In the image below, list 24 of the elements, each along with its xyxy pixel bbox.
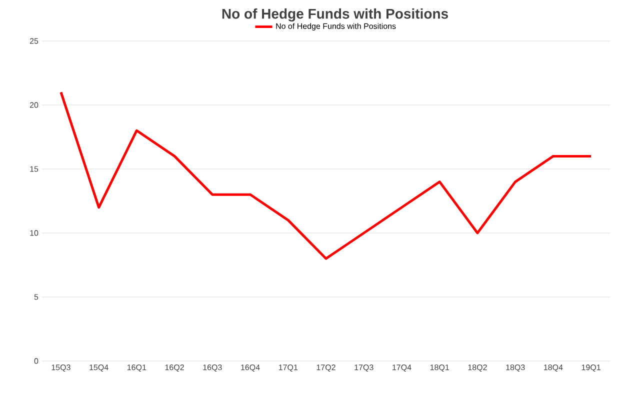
x-tick-label: 19Q1	[582, 364, 600, 372]
x-tick-label: 18Q3	[506, 364, 525, 372]
x-tick-label: 17Q3	[354, 364, 374, 372]
legend-label: No of Hedge Funds with Positions	[276, 23, 396, 31]
y-tick-label: 20	[30, 102, 38, 108]
x-tick-label: 18Q2	[468, 364, 487, 372]
x-tick-label: 15Q4	[90, 364, 108, 372]
line-series	[60, 90, 592, 260]
x-tick-label: 17Q2	[316, 364, 336, 372]
x-tick-label: 17Q1	[278, 364, 298, 372]
x-tick-label: 18Q1	[430, 364, 449, 372]
y-tick-label: 25	[30, 38, 38, 44]
x-tick-label: 18Q4	[544, 364, 563, 372]
x-tick-label: 16Q3	[203, 364, 222, 372]
x-tick-label: 16Q1	[127, 364, 146, 372]
chart-title: No of Hedge Funds with Positions	[222, 8, 448, 22]
y-tick-label: 15	[30, 166, 38, 172]
x-tick-label: 15Q3	[52, 364, 70, 372]
y-tick-label: 5	[34, 294, 38, 300]
x-tick-label: 17Q4	[392, 364, 412, 372]
x-tick-label: 16Q4	[241, 364, 260, 372]
x-tick-label: 16Q2	[165, 364, 184, 372]
y-tick-label: 0	[34, 358, 38, 364]
y-tick-label: 10	[30, 230, 38, 236]
